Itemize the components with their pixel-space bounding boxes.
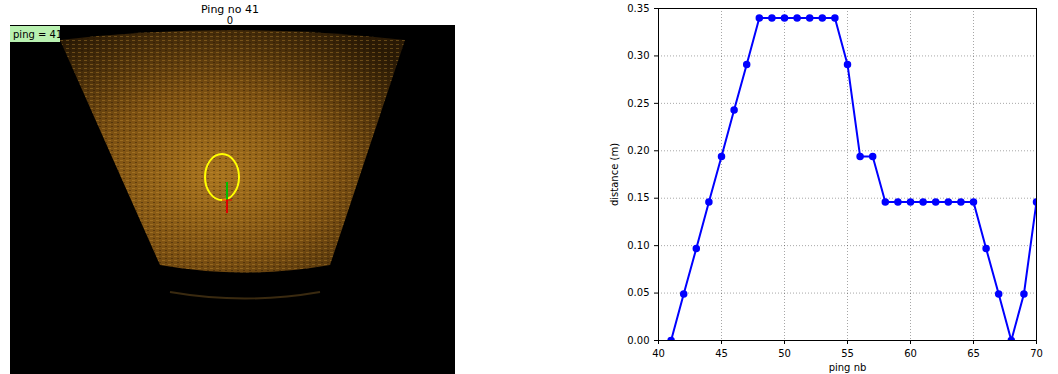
svg-text:70: 70 <box>1030 348 1043 359</box>
svg-text:0.35: 0.35 <box>627 3 649 14</box>
svg-text:ping nb: ping nb <box>829 362 867 373</box>
svg-text:0.05: 0.05 <box>627 287 649 298</box>
svg-text:0.30: 0.30 <box>627 50 649 61</box>
svg-text:0.25: 0.25 <box>627 98 649 109</box>
svg-text:40: 40 <box>652 348 665 359</box>
svg-text:Ping no 41: Ping no 41 <box>201 3 259 16</box>
svg-text:60: 60 <box>904 348 917 359</box>
svg-text:50: 50 <box>778 348 791 359</box>
svg-text:45: 45 <box>715 348 728 359</box>
svg-text:0: 0 <box>227 15 233 26</box>
svg-text:distance (m): distance (m) <box>609 143 620 206</box>
svg-text:ping = 41: ping = 41 <box>13 29 62 40</box>
svg-text:0.20: 0.20 <box>627 145 649 156</box>
svg-text:55: 55 <box>841 348 854 359</box>
svg-text:65: 65 <box>967 348 980 359</box>
svg-text:0.15: 0.15 <box>627 192 649 203</box>
svg-text:0.00: 0.00 <box>627 335 649 346</box>
svg-text:0.10: 0.10 <box>627 240 649 251</box>
